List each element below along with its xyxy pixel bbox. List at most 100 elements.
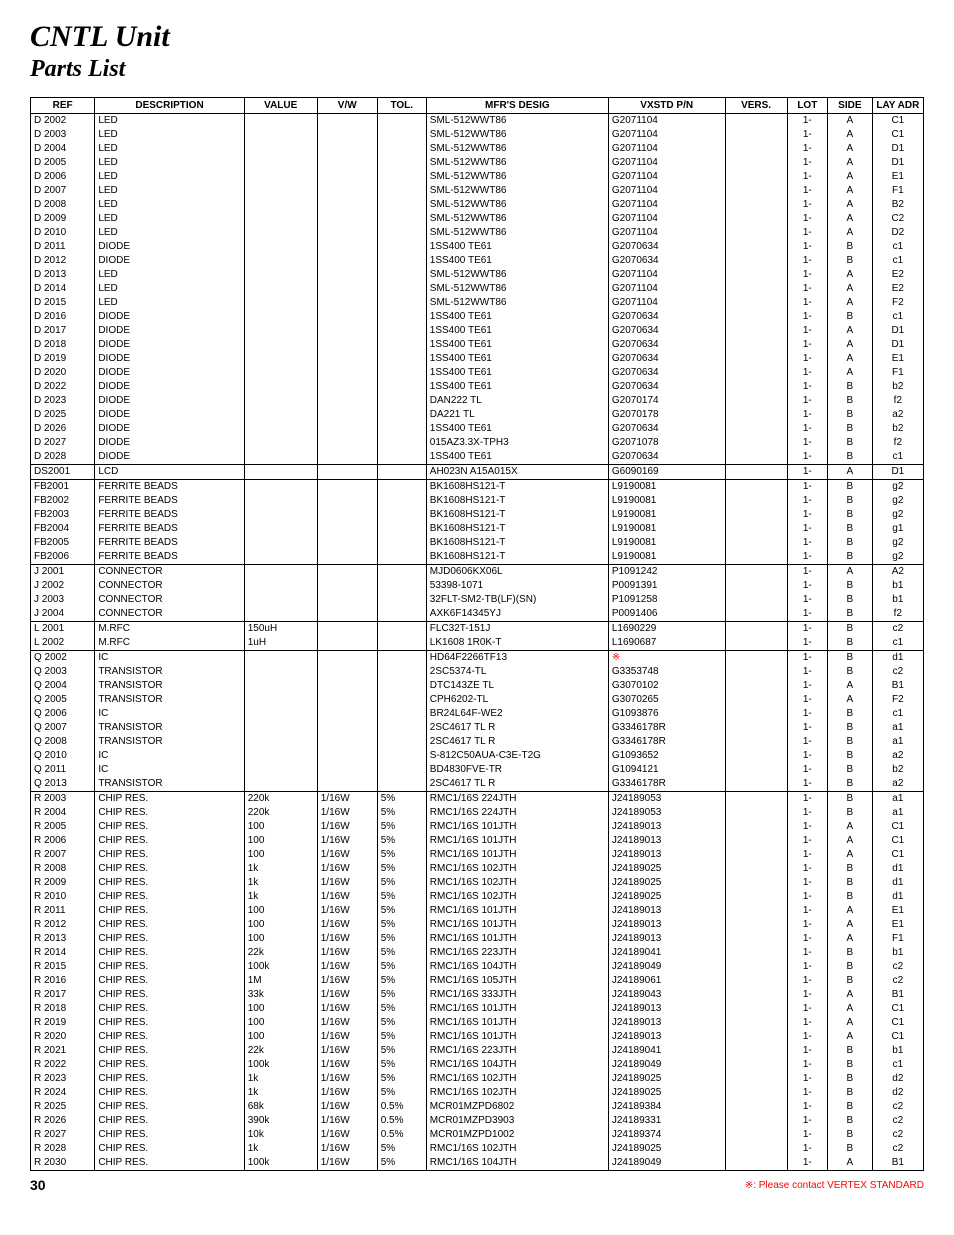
cell: 5% <box>377 974 426 988</box>
cell <box>725 622 787 637</box>
cell: 1- <box>787 366 827 380</box>
table-row: D 2008LEDSML-512WWT86G20711041-AB2 <box>31 198 924 212</box>
cell <box>725 1100 787 1114</box>
cell <box>317 494 377 508</box>
cell <box>317 607 377 622</box>
cell: LED <box>95 296 244 310</box>
cell: FB2006 <box>31 550 95 565</box>
cell: RMC1/16S 102JTH <box>426 862 608 876</box>
cell <box>725 593 787 607</box>
cell: b2 <box>872 422 923 436</box>
cell: AH023N A15A015X <box>426 465 608 480</box>
col-value: VALUE <box>244 98 317 114</box>
cell: C1 <box>872 820 923 834</box>
col-ref: REF <box>31 98 95 114</box>
cell: c1 <box>872 450 923 465</box>
cell: A <box>827 1156 872 1171</box>
cell <box>377 763 426 777</box>
cell: SML-512WWT86 <box>426 296 608 310</box>
cell: L9190081 <box>608 494 725 508</box>
cell: Q 2004 <box>31 679 95 693</box>
cell: 1- <box>787 918 827 932</box>
cell: 2SC5374-TL <box>426 665 608 679</box>
cell: a1 <box>872 806 923 820</box>
cell: R 2023 <box>31 1072 95 1086</box>
cell <box>377 593 426 607</box>
cell <box>725 636 787 651</box>
cell <box>317 226 377 240</box>
cell <box>244 607 317 622</box>
cell: 1- <box>787 693 827 707</box>
cell: 1- <box>787 1128 827 1142</box>
cell: SML-512WWT86 <box>426 198 608 212</box>
cell <box>377 749 426 763</box>
cell: DTC143ZE TL <box>426 679 608 693</box>
cell: 68k <box>244 1100 317 1114</box>
cell: RMC1/16S 102JTH <box>426 1142 608 1156</box>
cell <box>725 1086 787 1100</box>
cell: 1- <box>787 665 827 679</box>
cell: CHIP RES. <box>95 904 244 918</box>
table-row: FB2003FERRITE BEADSBK1608HS121-TL9190081… <box>31 508 924 522</box>
cell: 1- <box>787 890 827 904</box>
cell: A <box>827 904 872 918</box>
cell: LED <box>95 184 244 198</box>
cell: 1- <box>787 268 827 282</box>
cell: A2 <box>872 565 923 580</box>
cell: 22k <box>244 1044 317 1058</box>
cell: CHIP RES. <box>95 1156 244 1171</box>
cell: DIODE <box>95 436 244 450</box>
cell <box>725 707 787 721</box>
col-side: SIDE <box>827 98 872 114</box>
cell: 100 <box>244 918 317 932</box>
cell: G2071104 <box>608 226 725 240</box>
cell <box>725 565 787 580</box>
cell: C1 <box>872 1030 923 1044</box>
cell: B <box>827 862 872 876</box>
cell <box>725 862 787 876</box>
cell <box>725 324 787 338</box>
cell: E1 <box>872 904 923 918</box>
cell: 1- <box>787 749 827 763</box>
cell: RMC1/16S 101JTH <box>426 820 608 834</box>
cell <box>377 184 426 198</box>
cell <box>244 735 317 749</box>
table-row: D 2004LEDSML-512WWT86G20711041-AD1 <box>31 142 924 156</box>
cell: A <box>827 352 872 366</box>
cell: 390k <box>244 1114 317 1128</box>
cell: SML-512WWT86 <box>426 226 608 240</box>
table-row: D 2019DIODE1SS400 TE61G20706341-AE1 <box>31 352 924 366</box>
cell: 1- <box>787 707 827 721</box>
cell <box>317 721 377 735</box>
cell: b2 <box>872 763 923 777</box>
cell: 1- <box>787 1100 827 1114</box>
cell: RMC1/16S 101JTH <box>426 834 608 848</box>
cell: L 2002 <box>31 636 95 651</box>
cell <box>377 352 426 366</box>
cell: A <box>827 565 872 580</box>
cell <box>317 282 377 296</box>
cell: ※ <box>608 651 725 666</box>
cell: Q 2008 <box>31 735 95 749</box>
cell <box>317 777 377 792</box>
cell: 1- <box>787 156 827 170</box>
cell: A <box>827 296 872 310</box>
cell <box>725 282 787 296</box>
cell <box>244 665 317 679</box>
cell: CHIP RES. <box>95 848 244 862</box>
cell <box>377 198 426 212</box>
cell <box>725 408 787 422</box>
cell: CHIP RES. <box>95 1030 244 1044</box>
cell: 1- <box>787 988 827 1002</box>
cell: DS2001 <box>31 465 95 480</box>
cell <box>317 394 377 408</box>
cell: 1/16W <box>317 988 377 1002</box>
table-row: D 2015LEDSML-512WWT86G20711041-AF2 <box>31 296 924 310</box>
cell: B <box>827 480 872 495</box>
cell <box>244 721 317 735</box>
cell: 1k <box>244 876 317 890</box>
cell: LED <box>95 198 244 212</box>
cell: D 2020 <box>31 366 95 380</box>
cell: G3070102 <box>608 679 725 693</box>
cell <box>725 170 787 184</box>
